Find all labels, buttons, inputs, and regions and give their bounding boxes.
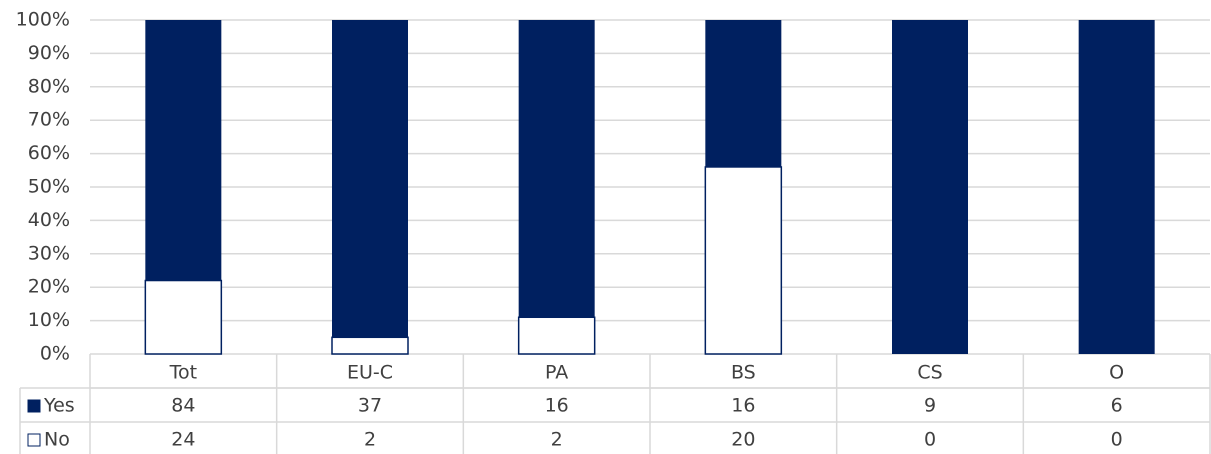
bar-segment [517, 316, 596, 355]
y-tick-label: 10% [28, 309, 70, 331]
table-value: 2 [364, 429, 376, 451]
y-tick-label: 100% [16, 9, 70, 31]
legend-label: Yes [43, 395, 75, 417]
x-tick-label: Tot [169, 362, 197, 384]
legend-swatch [27, 399, 41, 413]
bar-segment [704, 166, 783, 355]
bar-segment [331, 336, 409, 355]
y-tick-label: 60% [28, 142, 70, 164]
table-value: 2 [551, 429, 563, 451]
bar-segment [332, 20, 408, 338]
table-value: 0 [924, 429, 936, 451]
y-tick-label: 90% [28, 42, 70, 64]
table-value: 20 [731, 429, 755, 451]
y-tick-label: 0% [40, 343, 70, 365]
bar-segment [892, 20, 968, 354]
bar-segment [144, 279, 223, 355]
table-value: 84 [171, 395, 195, 417]
bar-segment [705, 20, 782, 167]
bar-segment [518, 20, 595, 318]
table-value: 37 [358, 395, 382, 417]
bar-segment [1078, 20, 1155, 354]
legend-swatch [27, 433, 41, 447]
x-tick-label: O [1109, 362, 1124, 384]
y-tick-label: 50% [28, 176, 70, 198]
y-tick-label: 40% [28, 209, 70, 231]
table-value: 6 [1111, 395, 1123, 417]
y-tick-label: 30% [28, 242, 70, 264]
table-value: 16 [731, 395, 755, 417]
y-tick-label: 20% [28, 276, 70, 298]
table-value: 9 [924, 395, 936, 417]
x-tick-label: BS [731, 362, 756, 384]
bar-segment [145, 20, 222, 281]
table-value: 0 [1111, 429, 1123, 451]
table-value: 24 [171, 429, 195, 451]
y-tick-label: 70% [28, 109, 70, 131]
y-tick-label: 80% [28, 75, 70, 97]
x-tick-label: CS [917, 362, 942, 384]
table-value: 16 [545, 395, 569, 417]
x-tick-label: EU-C [347, 362, 393, 384]
x-tick-label: PA [545, 362, 568, 384]
legend-label: No [44, 429, 70, 451]
